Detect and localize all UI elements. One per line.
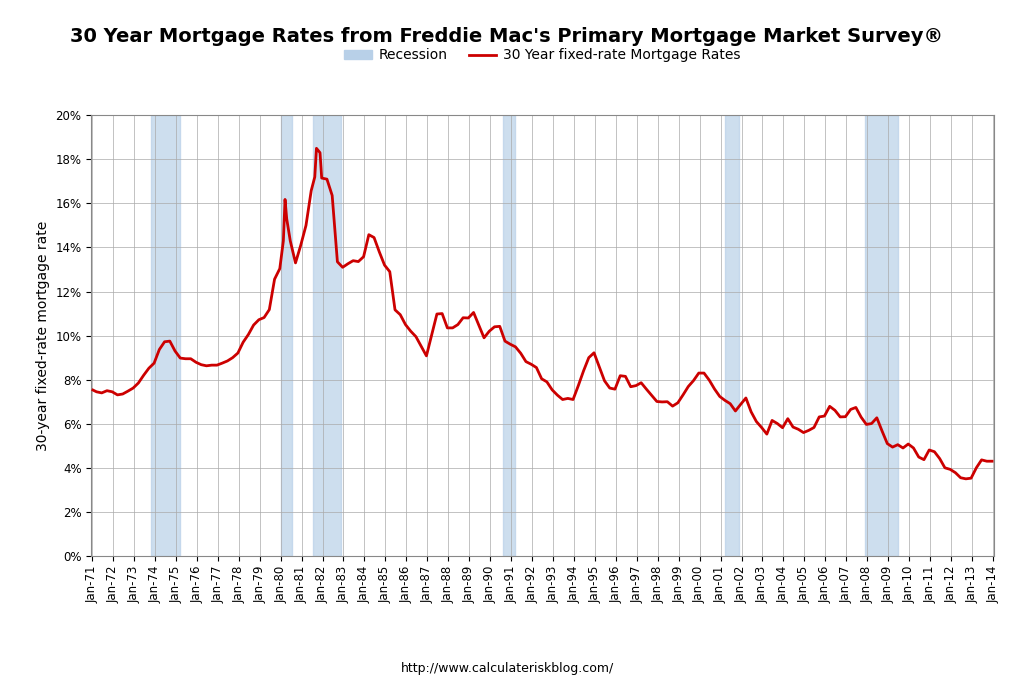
Text: 30 Year Mortgage Rates from Freddie Mac's Primary Mortgage Market Survey®: 30 Year Mortgage Rates from Freddie Mac'… [70, 27, 944, 46]
Y-axis label: 30-year fixed-rate mortgage rate: 30-year fixed-rate mortgage rate [35, 220, 50, 451]
Bar [503, 115, 515, 556]
Bar [865, 115, 897, 556]
Bar [150, 115, 180, 556]
Text: http://www.calculateriskblog.com/: http://www.calculateriskblog.com/ [401, 662, 613, 675]
Bar [313, 115, 341, 556]
Bar [725, 115, 739, 556]
Bar [282, 115, 292, 556]
Legend: Recession, 30 Year fixed-rate Mortgage Rates: Recession, 30 Year fixed-rate Mortgage R… [339, 43, 746, 68]
